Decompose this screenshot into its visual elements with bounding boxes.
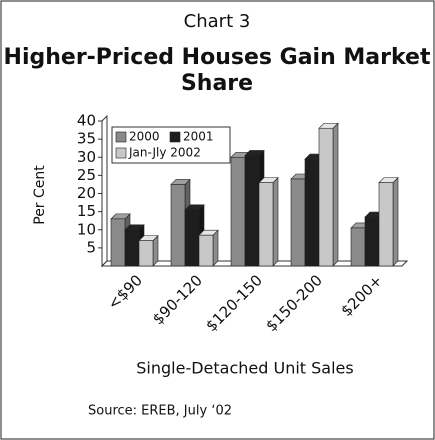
bar	[304, 158, 320, 267]
bar	[138, 240, 154, 267]
legend-label: 2000	[129, 130, 160, 144]
bar-side	[212, 229, 219, 267]
y-tick-label: 35	[77, 130, 96, 148]
back-wall	[101, 114, 108, 268]
bar-side	[332, 122, 339, 267]
bar	[170, 184, 186, 267]
bar	[110, 218, 126, 267]
legend-label: Jan-Jly 2002	[128, 146, 201, 160]
y-tick-label: 25	[77, 166, 96, 184]
bar	[198, 234, 214, 267]
y-tick-label: 40	[77, 112, 96, 130]
bar	[184, 209, 200, 267]
bar	[244, 155, 260, 267]
bar	[350, 227, 366, 267]
title-line: Higher-Priced Houses Gain Market	[4, 45, 431, 70]
bar	[318, 127, 334, 267]
legend-label: 2001	[183, 130, 214, 144]
chart-label: Chart 3	[184, 11, 251, 32]
bar-side	[272, 176, 279, 267]
bar	[230, 156, 246, 267]
chart-title: Higher-Priced Houses Gain Market Share	[4, 45, 431, 96]
y-axis-label: Per Cent	[32, 165, 48, 225]
bar	[378, 182, 394, 267]
bar	[364, 216, 380, 267]
y-tick-label: 30	[77, 148, 96, 166]
bar	[258, 182, 274, 267]
source: Source: EREB, July ‘02	[88, 404, 232, 419]
x-axis-label: Single-Detached Unit Sales	[136, 359, 353, 378]
y-tick-label: 10	[77, 220, 96, 238]
y-tick-label: 15	[77, 202, 96, 220]
legend-swatch	[115, 131, 127, 143]
bar	[124, 229, 140, 267]
legend-swatch	[115, 147, 127, 159]
legend-swatch	[169, 131, 181, 143]
y-tick-label: 5	[86, 238, 96, 256]
bar-side	[392, 176, 399, 267]
y-tick-label: 20	[77, 184, 96, 202]
bar	[290, 178, 306, 267]
title-line: Share	[181, 71, 253, 96]
